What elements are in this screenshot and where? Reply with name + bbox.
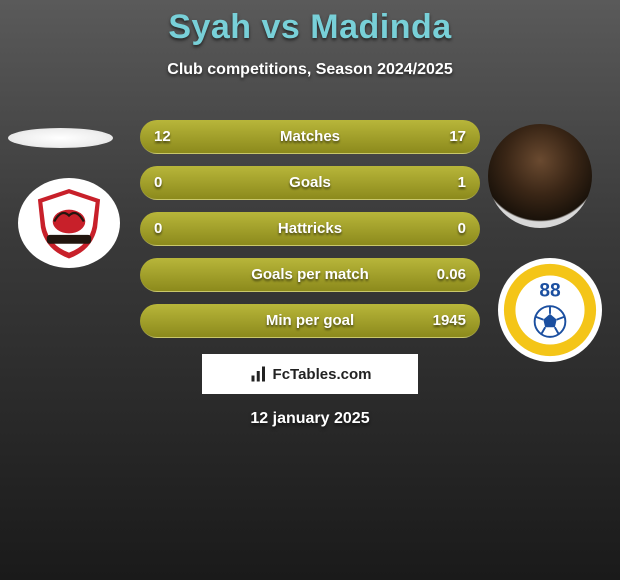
stat-label: Goals per match	[194, 266, 426, 283]
stat-right: 1945	[426, 312, 466, 329]
stat-right: 17	[426, 128, 466, 145]
table-row: 0 Goals 1	[140, 166, 480, 200]
player-left-avatar	[8, 128, 113, 148]
stat-label: Min per goal	[194, 312, 426, 329]
bar-chart-icon	[249, 365, 269, 383]
snapshot-date: 12 january 2025	[0, 410, 620, 428]
player-right-avatar	[488, 124, 592, 228]
table-row: 0 Hattricks 0	[140, 212, 480, 246]
stat-left: 0	[154, 174, 194, 191]
table-row: Goals per match 0.06	[140, 258, 480, 292]
stat-right: 0.06	[426, 266, 466, 283]
stat-left: 12	[154, 128, 194, 145]
badge-number: 88	[539, 281, 561, 302]
stat-label: Goals	[194, 174, 426, 191]
club-right-badge: 88	[498, 258, 602, 362]
comparison-card: Syah vs Madinda Club competitions, Seaso…	[0, 0, 620, 580]
club-left-badge	[18, 178, 120, 268]
attribution-badge: FcTables.com	[202, 354, 418, 394]
stat-right: 0	[426, 220, 466, 237]
roundel-icon: 88	[502, 262, 598, 358]
stats-table: 12 Matches 17 0 Goals 1 0 Hattricks 0 Go…	[140, 120, 480, 350]
shield-icon	[32, 186, 106, 260]
stat-left: 0	[154, 220, 194, 237]
table-row: 12 Matches 17	[140, 120, 480, 154]
page-title: Syah vs Madinda	[0, 0, 620, 47]
stat-right: 1	[426, 174, 466, 191]
stat-label: Matches	[194, 128, 426, 145]
stat-label: Hattricks	[194, 220, 426, 237]
table-row: Min per goal 1945	[140, 304, 480, 338]
page-subtitle: Club competitions, Season 2024/2025	[0, 61, 620, 79]
attribution-text: FcTables.com	[273, 366, 372, 383]
